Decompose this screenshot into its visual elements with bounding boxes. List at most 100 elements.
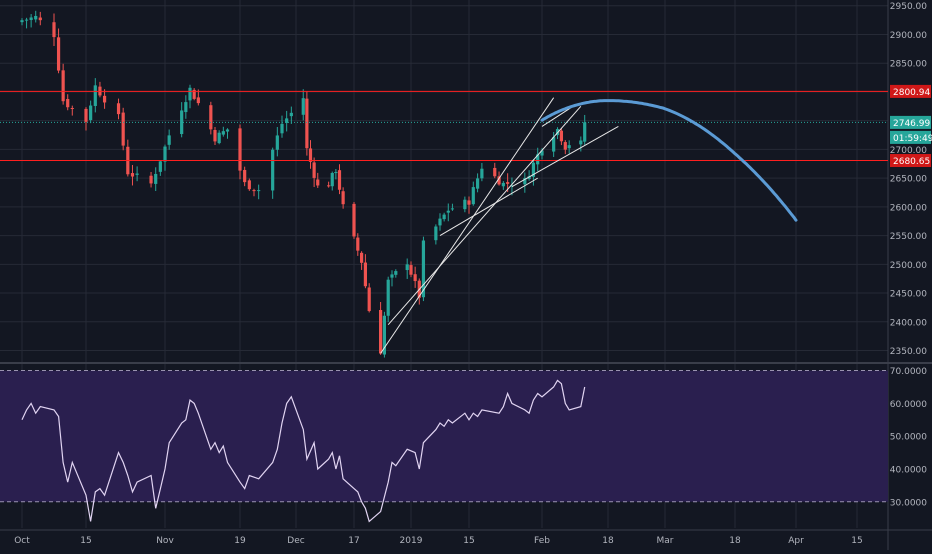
price-tag-level-high-label: 2800.94	[893, 88, 930, 98]
price-tick-label-0: 2950.00	[890, 2, 927, 12]
time-tick-label-7: 15	[463, 536, 474, 546]
candle-body-59	[367, 287, 371, 312]
candle-body-45	[301, 98, 305, 115]
rsi-tick-label-2: 50.0000	[890, 433, 927, 443]
candle-body-71	[438, 218, 442, 226]
candle-body-36	[243, 169, 247, 183]
price-tag-level-low-label: 2680.65	[893, 157, 930, 167]
price-tag-level-low-bg	[890, 154, 931, 168]
forecast-arc	[540, 99, 798, 222]
candle-body-41	[275, 135, 279, 150]
time-tick-label-1: 15	[80, 536, 91, 546]
trendline-steep	[380, 97, 555, 354]
trendline-mid	[387, 105, 582, 325]
price-tag-current-bg	[890, 115, 931, 129]
candle-body-67	[413, 274, 417, 282]
candle-body-20	[149, 175, 153, 184]
candle-body-88	[536, 154, 540, 165]
time-tick-label-11: 18	[729, 536, 741, 546]
candle-body-25	[180, 110, 184, 135]
candle-body-74	[450, 208, 455, 210]
candle-body-33	[221, 131, 225, 135]
price-tick-label-9: 2500.00	[890, 261, 927, 271]
rsi-tick-label-3: 40.0000	[890, 465, 927, 475]
time-tick-label-12: Apr	[788, 536, 804, 546]
price-tick-label-12: 2350.00	[890, 347, 927, 357]
candle-body-16	[121, 112, 125, 146]
candle-body-11	[89, 105, 93, 121]
candle-body-63	[390, 274, 394, 278]
candle-body-19	[135, 173, 139, 175]
candle-body-76	[467, 200, 471, 205]
candle-body-26	[184, 102, 188, 113]
candle-body-69	[421, 240, 426, 298]
candle-body-96	[583, 122, 587, 142]
candle-body-57	[360, 252, 364, 263]
time-tick-label-6: 2019	[400, 536, 423, 546]
candle-body-2	[29, 17, 33, 21]
rsi-tick-label-0: 70.0000	[890, 367, 927, 377]
candle-body-37	[247, 180, 251, 190]
candle-body-52	[334, 172, 338, 174]
candle-body-89	[540, 150, 544, 156]
candle-layer	[20, 10, 587, 358]
candle-body-23	[163, 146, 167, 162]
candle-body-47	[308, 148, 313, 162]
time-tick-label-9: 18	[602, 536, 614, 546]
candle-body-81	[497, 176, 501, 185]
price-tick-label-11: 2400.00	[890, 318, 927, 328]
candle-body-53	[337, 170, 342, 190]
candle-body-28	[192, 89, 196, 99]
time-tick-label-8: Feb	[534, 536, 550, 546]
candle-body-79	[480, 168, 484, 179]
candle-body-15	[116, 103, 121, 115]
candle-body-30	[209, 105, 213, 130]
rsi-tick-label-1: 60.0000	[890, 400, 927, 410]
price-tick-label-2: 2850.00	[890, 60, 927, 70]
candle-body-51	[330, 172, 334, 187]
candle-body-78	[475, 178, 480, 189]
candle-body-34	[225, 129, 230, 132]
candle-body-42	[280, 123, 284, 134]
rsi-tick-label-4: 30.0000	[890, 498, 927, 508]
candle-body-48	[312, 162, 316, 178]
candle-body-94	[567, 145, 571, 149]
price-tag-countdown-label: 01:59:49	[893, 134, 932, 144]
candle-body-40	[271, 149, 275, 191]
candle-body-65	[405, 264, 409, 271]
candle-body-82	[501, 182, 505, 187]
candle-body-90	[552, 137, 556, 152]
candle-body-0	[20, 20, 24, 23]
candle-body-29	[196, 97, 200, 104]
candle-body-44	[289, 112, 293, 117]
candle-body-85	[523, 178, 527, 185]
time-tick-label-4: Dec	[287, 536, 304, 546]
time-tick-label-2: Nov	[156, 536, 174, 546]
candle-body-49	[316, 179, 320, 186]
candle-body-92	[559, 130, 564, 142]
rsi-band-layer	[0, 370, 888, 503]
trendline-lower	[439, 177, 538, 237]
axis-layer: 2950.002900.002850.002800.002750.002700.…	[14, 2, 927, 546]
price-tick-label-8: 2550.00	[890, 232, 927, 242]
line-layer	[0, 90, 888, 354]
candle-body-56	[356, 237, 360, 251]
candle-body-46	[305, 98, 309, 149]
tag-layer: 2800.94 2680.65 2746.99 01:59:49	[890, 84, 932, 168]
candle-body-39	[257, 190, 261, 192]
price-tick-label-1: 2900.00	[890, 31, 927, 41]
price-tag-current-label: 2746.99	[893, 119, 930, 129]
candle-body-7	[61, 70, 65, 102]
candle-body-87	[531, 162, 536, 177]
candle-body-43	[285, 118, 289, 123]
rsi-layer	[21, 379, 586, 523]
candle-body-4	[38, 17, 42, 21]
candle-body-72	[442, 214, 446, 220]
candle-body-66	[409, 265, 413, 275]
price-tag-countdown-bg	[890, 130, 931, 144]
candle-body-32	[217, 132, 221, 144]
price-tick-label-5: 2700.00	[890, 146, 927, 156]
price-tick-label-10: 2450.00	[890, 290, 927, 300]
candle-body-10	[84, 108, 88, 122]
